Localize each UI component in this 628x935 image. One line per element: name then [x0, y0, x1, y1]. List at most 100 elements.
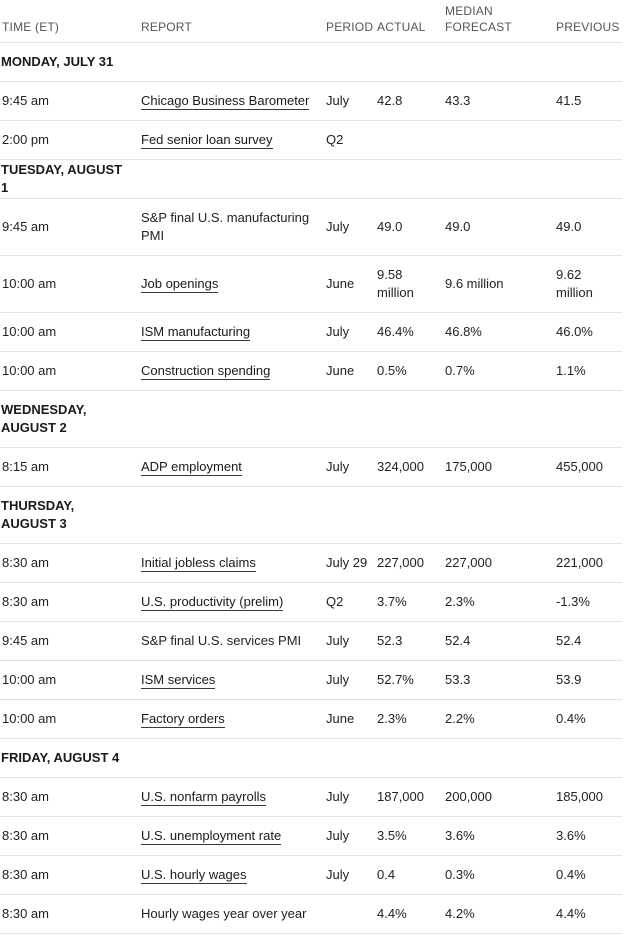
median-cell: 2.3% [443, 582, 554, 622]
actual-cell [375, 120, 443, 160]
table-row: 8:30 am Hourly wages year over year 4.4%… [0, 894, 622, 934]
report-cell: S&P final U.S. services PMI [140, 621, 324, 661]
time-cell: 2:00 pm [0, 120, 140, 160]
day-header-row: THURSDAY, AUGUST 3 [0, 486, 622, 544]
report-cell: S&P final U.S. manufacturing PMI [140, 198, 324, 256]
actual-cell: 3.7% [375, 582, 443, 622]
median-cell [443, 120, 554, 160]
report-text: Hourly wages year over year [141, 906, 307, 921]
day-label: MONDAY, JULY 31 [1, 54, 114, 69]
table-row: 9:45 am S&P final U.S. manufacturing PMI… [0, 198, 622, 256]
report-link[interactable]: Job openings [141, 276, 219, 293]
table-row: 8:30 am U.S. productivity (prelim) Q2 3.… [0, 582, 622, 622]
median-cell: 49.0 [443, 198, 554, 256]
period-cell: July [324, 621, 375, 661]
previous-cell: -1.3% [554, 582, 622, 622]
median-cell: 43.3 [443, 81, 554, 121]
time-cell: 8:15 am [0, 447, 140, 487]
report-cell: ISM services [140, 660, 324, 700]
time-cell: 10:00 am [0, 660, 140, 700]
median-cell: 46.8% [443, 312, 554, 352]
table-header-row: TIME (ET) REPORT PERIOD ACTUAL MEDIAN FOR… [0, 0, 622, 43]
median-cell: 53.3 [443, 660, 554, 700]
report-link[interactable]: U.S. unemployment rate [141, 828, 282, 845]
previous-cell: 221,000 [554, 543, 622, 583]
actual-cell: 0.5% [375, 351, 443, 391]
report-cell: Factory orders [140, 699, 324, 739]
report-cell: Fed senior loan survey [140, 120, 324, 160]
previous-cell: 41.5 [554, 81, 622, 121]
header-time: TIME (ET) [0, 0, 140, 43]
report-link[interactable]: U.S. hourly wages [141, 867, 247, 884]
day-header-row: TUESDAY, AUGUST 1 [0, 159, 622, 199]
report-cell: ADP employment [140, 447, 324, 487]
report-link[interactable]: Fed senior loan survey [141, 132, 273, 149]
table-row: 10:00 am Job openings June 9.58 million … [0, 255, 622, 313]
day-label: FRIDAY, AUGUST 4 [1, 750, 120, 765]
report-link[interactable]: ADP employment [141, 459, 242, 476]
previous-cell: 4.4% [554, 894, 622, 934]
previous-cell: 46.0% [554, 312, 622, 352]
previous-cell: 53.9 [554, 660, 622, 700]
report-text: S&P final U.S. services PMI [141, 633, 302, 648]
previous-cell: 3.6% [554, 816, 622, 856]
time-cell: 8:30 am [0, 816, 140, 856]
report-link[interactable]: Construction spending [141, 363, 271, 380]
actual-cell: 42.8 [375, 81, 443, 121]
median-cell: 227,000 [443, 543, 554, 583]
actual-cell: 187,000 [375, 777, 443, 817]
actual-cell: 0.4 [375, 855, 443, 895]
report-cell: U.S. unemployment rate [140, 816, 324, 856]
report-link[interactable]: Initial jobless claims [141, 555, 256, 572]
day-header-row: FRIDAY, AUGUST 4 [0, 738, 622, 778]
table-row: 8:30 am U.S. hourly wages July 0.4 0.3% … [0, 855, 622, 895]
time-cell: 8:30 am [0, 543, 140, 583]
actual-cell: 49.0 [375, 198, 443, 256]
header-actual: ACTUAL [375, 0, 443, 43]
header-previous: PREVIOUS [554, 0, 622, 43]
report-cell: Chicago Business Barometer [140, 81, 324, 121]
header-median-line1: MEDIAN [445, 4, 493, 18]
median-cell: 0.3% [443, 855, 554, 895]
median-cell: 200,000 [443, 777, 554, 817]
table-row: 8:30 am U.S. unemployment rate July 3.5%… [0, 816, 622, 856]
table-row: 9:45 am S&P final U.S. services PMI July… [0, 621, 622, 661]
report-cell: Initial jobless claims [140, 543, 324, 583]
previous-cell: 1.1% [554, 351, 622, 391]
period-cell: July [324, 660, 375, 700]
actual-cell: 46.4% [375, 312, 443, 352]
report-link[interactable]: Factory orders [141, 711, 225, 728]
previous-cell: 52.4 [554, 621, 622, 661]
period-cell: July [324, 447, 375, 487]
report-link[interactable]: ISM manufacturing [141, 324, 251, 341]
report-cell: U.S. productivity (prelim) [140, 582, 324, 622]
table-row: 10:00 am Factory orders June 2.3% 2.2% 0… [0, 699, 622, 739]
time-cell: 10:00 am [0, 351, 140, 391]
table-row: 9:45 am Chicago Business Barometer July … [0, 81, 622, 121]
period-cell: July [324, 198, 375, 256]
header-report: REPORT [140, 0, 324, 43]
report-link[interactable]: U.S. nonfarm payrolls [141, 789, 266, 806]
period-cell: July [324, 855, 375, 895]
median-cell: 0.7% [443, 351, 554, 391]
median-cell: 52.4 [443, 621, 554, 661]
report-link[interactable]: ISM services [141, 672, 216, 689]
time-cell: 8:30 am [0, 582, 140, 622]
period-cell: Q2 [324, 582, 375, 622]
header-median-line2: FORECAST [445, 20, 512, 34]
median-cell: 4.2% [443, 894, 554, 934]
time-cell: 8:30 am [0, 894, 140, 934]
previous-cell: 185,000 [554, 777, 622, 817]
report-link[interactable]: U.S. productivity (prelim) [141, 594, 284, 611]
header-median-forecast: MEDIAN FORECAST [443, 0, 554, 43]
previous-value: 9.62 million [556, 267, 593, 300]
previous-cell: 455,000 [554, 447, 622, 487]
report-cell: U.S. nonfarm payrolls [140, 777, 324, 817]
report-link[interactable]: Chicago Business Barometer [141, 93, 310, 110]
median-cell: 175,000 [443, 447, 554, 487]
actual-cell: 324,000 [375, 447, 443, 487]
period-cell: July [324, 777, 375, 817]
time-cell: 8:30 am [0, 855, 140, 895]
actual-value: 9.58 million [377, 267, 414, 300]
period-cell: July [324, 816, 375, 856]
